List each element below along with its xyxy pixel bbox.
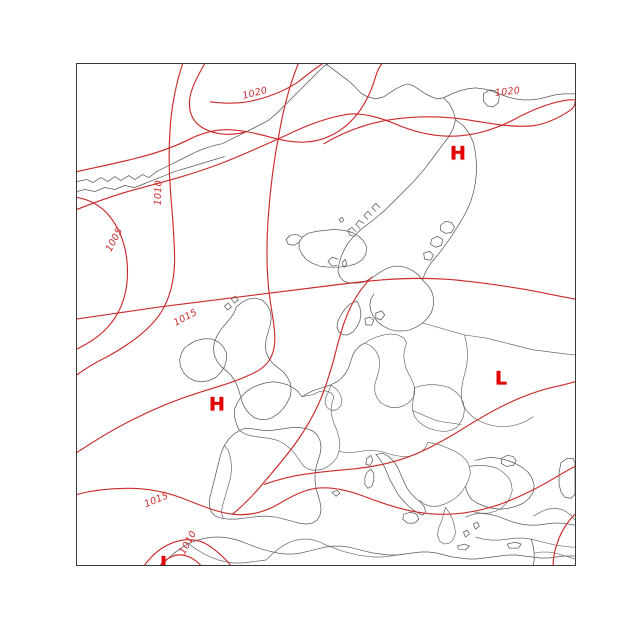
isobar-label-1020-a: 1020 — [241, 85, 268, 102]
coast-greenland-inner — [77, 156, 225, 192]
coast-caspian-sea — [558, 458, 575, 499]
border-libya-egypt — [325, 544, 406, 558]
border-morocco-algeria — [186, 541, 267, 564]
coast-aegean-islands — [457, 521, 480, 551]
coast-north-africa — [161, 536, 575, 565]
coast-cyprus — [506, 541, 522, 549]
border-portugal — [221, 445, 232, 519]
coast-denmark-isles — [364, 310, 386, 326]
isobar-label-1015-b: 1015 — [143, 490, 171, 510]
coast-white-sea — [482, 89, 500, 108]
coast-faroe — [338, 217, 345, 223]
isobar-1020-north-label-run — [209, 64, 323, 104]
isobar-1020-north-a — [188, 64, 247, 135]
isobar-1010-morocco — [144, 539, 231, 565]
coast-iberia — [209, 427, 322, 525]
coast-kola — [443, 87, 575, 101]
border-russia-west — [485, 337, 575, 356]
border-levant-inland — [534, 551, 575, 560]
pressure-center-low-morocco: L — [159, 552, 173, 566]
isobar-1015-baltic — [77, 277, 575, 320]
coast-norway — [337, 97, 456, 284]
coast-ireland — [179, 338, 227, 383]
map-plot-frame: 1020 1020 1010 1005 1015 1015 1010 H H L… — [76, 63, 576, 566]
isobar-1020-north-b — [77, 129, 227, 173]
coast-levant — [530, 538, 535, 565]
coast-greenland — [77, 64, 329, 183]
isobar-1020-barents — [323, 101, 575, 145]
isobar-label-1010-b: 1010 — [178, 529, 200, 556]
coast-turkey — [465, 512, 575, 526]
pressure-center-high-iberia: H — [209, 393, 225, 416]
coast-france-atlantic — [233, 381, 303, 431]
coast-channel-benelux — [301, 342, 366, 398]
border-greece — [437, 506, 456, 545]
coast-norway-fjord-detail — [327, 203, 381, 267]
coast-iceland — [298, 228, 368, 268]
isobar-1010-atlantic — [77, 64, 184, 376]
isobar-1020-north-c — [225, 64, 383, 143]
isobar-1010-morocco-inner — [160, 554, 202, 565]
coast-finland-lakes — [423, 220, 455, 261]
coast-shetland — [341, 258, 348, 268]
coast-balearics — [331, 489, 341, 497]
isobar-corner-southeast — [552, 513, 575, 565]
coast-sweden-baltic — [369, 279, 434, 332]
border-algeria-tunisia — [265, 538, 327, 561]
border-benelux — [324, 384, 343, 411]
pressure-center-low-black-sea: L — [494, 367, 508, 390]
coast-finland — [422, 119, 477, 281]
isobar-label-1020-b: 1020 — [494, 85, 520, 99]
border-czech-slovakia — [412, 410, 462, 425]
isobar-layer: 1020 1020 1010 1005 1015 1015 1010 — [77, 64, 575, 565]
coast-iceland-fjords — [285, 233, 303, 246]
coast-black-sea — [465, 457, 535, 510]
coast-sardinia-corsica — [364, 455, 375, 489]
geography-layer — [77, 64, 575, 565]
border-turkey-south — [475, 536, 575, 548]
coast-crimea — [500, 455, 517, 467]
border-caucasus — [532, 507, 575, 521]
isobar-1015-france — [231, 276, 373, 515]
border-baltic-states — [422, 322, 486, 339]
border-belarus-ukraine — [461, 334, 534, 427]
isobar-label-1010-a: 1010 — [153, 180, 165, 206]
isobar-1015-alps-balkans — [263, 381, 575, 485]
isobar-1020-nordic — [77, 113, 353, 210]
isobar-1020-scandinavia — [351, 99, 575, 137]
isobar-1005-atlantic — [77, 196, 129, 350]
isobar-label-1015-a: 1015 — [172, 307, 199, 329]
isobar-1015-atlantic — [77, 64, 299, 454]
coast-sicily — [402, 511, 420, 524]
border-poland — [412, 384, 465, 432]
border-romania-bulgaria — [469, 465, 513, 514]
border-hungary-balkans — [419, 442, 471, 507]
border-france — [239, 390, 341, 471]
pressure-center-high-barents: H — [450, 142, 466, 165]
isobar-1015-southwest — [77, 465, 575, 516]
coast-svalbard-arc — [325, 64, 444, 100]
coast-denmark — [336, 300, 362, 336]
coast-great-britain — [213, 297, 292, 420]
coast-italy — [375, 453, 426, 516]
border-germany — [364, 333, 415, 408]
